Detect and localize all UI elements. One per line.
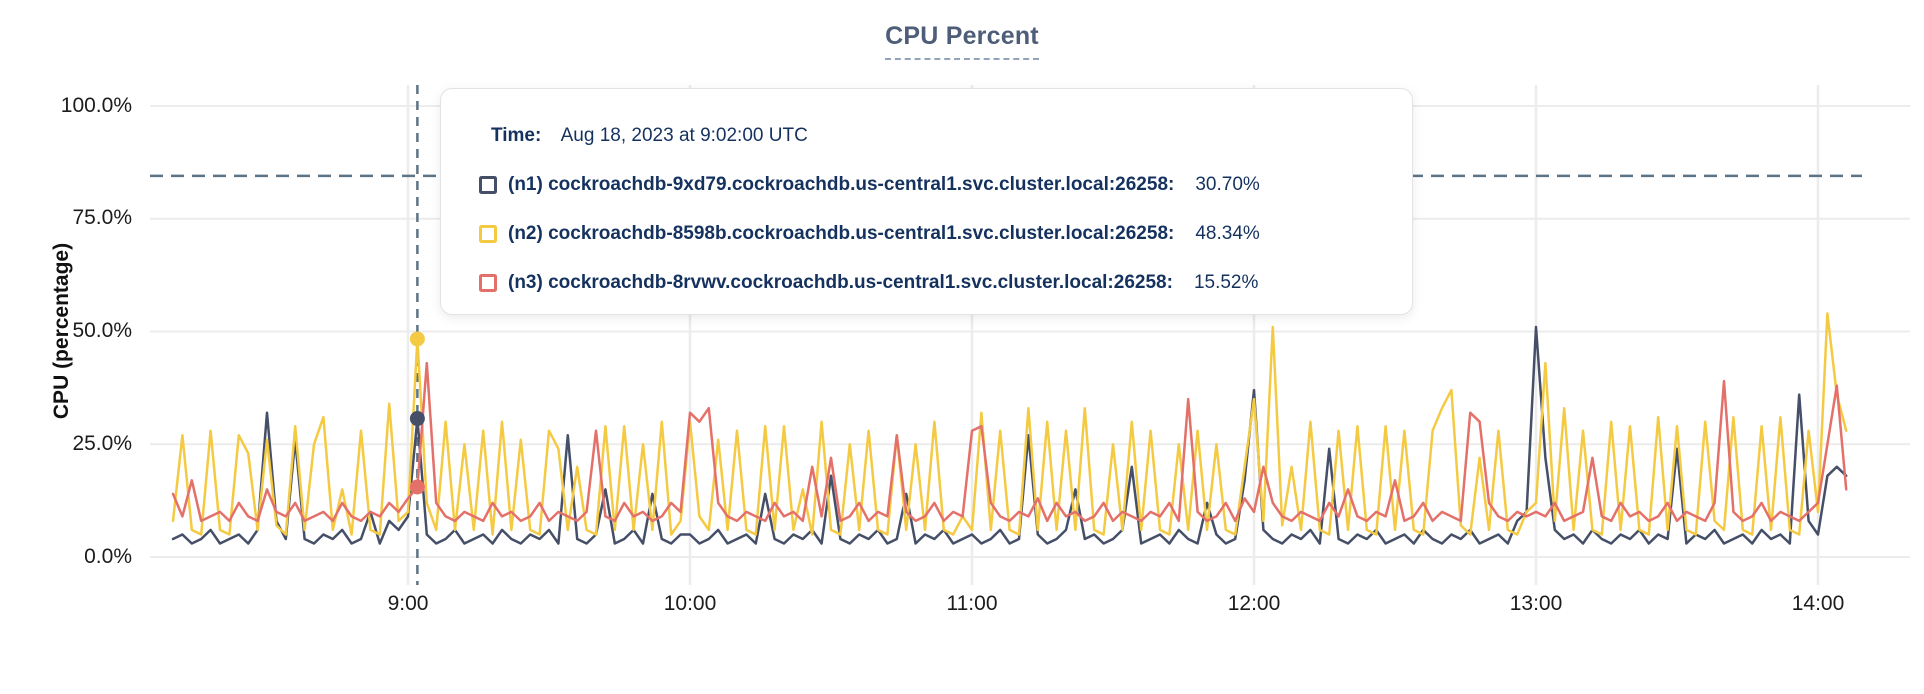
- series-n1-marker-icon: [479, 176, 497, 194]
- hover-point-n3[interactable]: [409, 479, 425, 495]
- tooltip-row-n2: (n2) cockroachdb-8598b.cockroachdb.us-ce…: [479, 223, 1382, 245]
- y-tick-label-0: 0.0%: [84, 545, 132, 568]
- tooltip-row-label: (n2) cockroachdb-8598b.cockroachdb.us-ce…: [508, 223, 1175, 244]
- y-tick-label-75: 75.0%: [72, 206, 132, 229]
- hover-tooltip: Time: Aug 18, 2023 at 9:02:00 UTC (n1) c…: [440, 88, 1413, 315]
- x-tick-label-9: 9:00: [387, 592, 429, 615]
- x-tick-label-11: 11:00: [946, 592, 998, 615]
- series-n3-marker-icon: [479, 274, 497, 292]
- tooltip-row-n1: (n1) cockroachdb-9xd79.cockroachdb.us-ce…: [479, 174, 1382, 196]
- tooltip-row-value: 15.52%: [1193, 272, 1259, 293]
- y-tick-label-100: 100.0%: [60, 94, 132, 117]
- hover-point-n2[interactable]: [409, 331, 425, 347]
- x-tick-label-14: 14:00: [1791, 592, 1845, 615]
- tooltip-row-value: 48.34%: [1195, 223, 1260, 244]
- x-tick-label-12: 12:00: [1227, 592, 1281, 615]
- series-n2-marker-icon: [479, 225, 497, 243]
- hover-point-n1[interactable]: [409, 411, 425, 427]
- tooltip-time-row: Time: Aug 18, 2023 at 9:02:00 UTC: [491, 125, 1382, 147]
- series-line-n1[interactable]: [171, 325, 1848, 545]
- y-tick-label-50: 50.0%: [72, 319, 132, 342]
- tooltip-time-label: Time:: [491, 125, 542, 146]
- y-tick-label-25: 25.0%: [72, 432, 132, 455]
- x-tick-label-10: 10:00: [663, 592, 717, 615]
- page-title[interactable]: CPU Percent: [885, 22, 1039, 60]
- tooltip-row-label: (n3) cockroachdb-8rvwv.cockroachdb.us-ce…: [508, 272, 1173, 293]
- tooltip-row-n3: (n3) cockroachdb-8rvwv.cockroachdb.us-ce…: [479, 272, 1382, 294]
- tooltip-row-value: 30.70%: [1195, 174, 1260, 195]
- series-line-n2[interactable]: [171, 312, 1848, 536]
- tooltip-time-value: Aug 18, 2023 at 9:02:00 UTC: [560, 125, 808, 146]
- tooltip-row-label: (n1) cockroachdb-9xd79.cockroachdb.us-ce…: [508, 174, 1175, 195]
- x-tick-label-13: 13:00: [1509, 592, 1563, 615]
- chart-title-row: CPU Percent: [0, 22, 1924, 60]
- series-line-n3[interactable]: [171, 361, 1848, 523]
